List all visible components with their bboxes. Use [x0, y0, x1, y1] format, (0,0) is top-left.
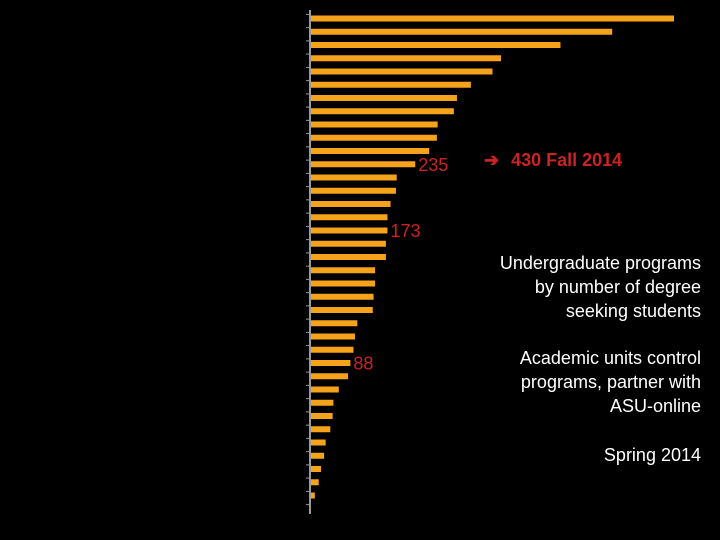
bar: [311, 108, 454, 115]
callout-text: 430 Fall 2014: [511, 150, 623, 170]
bar: [311, 201, 391, 207]
note-line-7: Spring 2014: [603, 445, 701, 465]
bar: [311, 187, 396, 194]
note-line-2: by number of degree: [534, 277, 701, 297]
data-label: 88: [353, 354, 373, 374]
bar: [311, 267, 376, 274]
bar: [311, 174, 397, 181]
bar: [311, 466, 322, 472]
bar: [311, 373, 349, 380]
bar: [311, 214, 388, 221]
bar: [311, 81, 471, 88]
fall-2014-callout: ➔ 430 Fall 2014: [484, 150, 622, 171]
bar: [311, 492, 315, 499]
bar: [311, 121, 438, 128]
bar: [311, 346, 354, 353]
data-label: 235: [418, 155, 448, 175]
bar: [311, 227, 388, 234]
note-line-1: Undergraduate programs: [499, 253, 701, 273]
bar: [311, 15, 674, 22]
bar: [311, 399, 334, 406]
bar: [311, 386, 339, 393]
bar: [311, 254, 386, 260]
bar: [311, 280, 376, 287]
bar: [311, 439, 326, 446]
bar: [311, 240, 386, 247]
note-line-3: seeking students: [565, 301, 701, 321]
bar: [311, 28, 613, 35]
right-arrow-icon: ➔: [484, 150, 500, 170]
bar: [311, 320, 358, 327]
bar: [311, 360, 351, 366]
note-line-4: Academic units control: [519, 348, 701, 368]
data-label: 173: [390, 221, 420, 241]
bar: [311, 68, 493, 75]
bar: [311, 148, 430, 154]
note-line-6: ASU-online: [609, 396, 701, 416]
bar: [311, 333, 356, 340]
bar: [311, 479, 319, 486]
bar: [311, 95, 457, 101]
bar: [311, 55, 501, 62]
bar: [311, 134, 437, 141]
bar: [311, 452, 325, 459]
note-line-5: programs, partner with: [520, 372, 701, 392]
bar: [311, 307, 373, 313]
bar: [311, 293, 374, 300]
bar: [311, 161, 416, 168]
bar: [311, 413, 333, 419]
bar: [311, 42, 561, 48]
bar: [311, 426, 331, 433]
